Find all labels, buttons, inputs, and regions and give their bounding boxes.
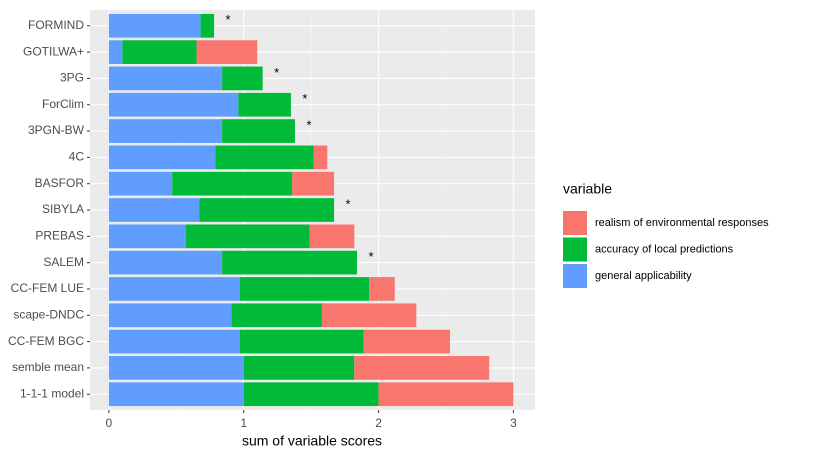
y-tick-label: ForClim bbox=[42, 97, 84, 111]
bar-segment bbox=[108, 198, 200, 222]
bar-segment bbox=[185, 224, 310, 249]
bar-segment bbox=[108, 250, 223, 275]
y-tick-label: PREBAS bbox=[35, 228, 84, 242]
annotation: * bbox=[346, 196, 351, 211]
bar-segment bbox=[108, 40, 123, 64]
bar-segment bbox=[239, 329, 364, 354]
bar-segment bbox=[222, 250, 357, 275]
bar-segment bbox=[243, 356, 355, 380]
legend-key bbox=[563, 264, 587, 288]
bar-segment bbox=[354, 356, 490, 380]
bar-segment bbox=[200, 13, 215, 38]
x-tick-label: 1 bbox=[240, 416, 247, 430]
annotation: * bbox=[226, 12, 231, 27]
bar-segment bbox=[122, 40, 197, 64]
marks bbox=[108, 13, 514, 407]
bar-segment bbox=[239, 277, 370, 301]
bar-segment bbox=[108, 66, 223, 91]
bar-segment bbox=[363, 329, 451, 354]
bar-segment bbox=[108, 277, 240, 301]
y-tick-label: SALEM bbox=[43, 255, 84, 269]
x-axis-title: sum of variable scores bbox=[242, 433, 382, 449]
legend-key bbox=[563, 237, 587, 262]
y-tick-label: SIBYLA bbox=[42, 202, 84, 216]
bar-segment bbox=[222, 66, 263, 91]
legend-title: variable bbox=[563, 181, 612, 197]
bar-segment bbox=[321, 303, 417, 328]
y-tick-label: CC-FEM LUE bbox=[11, 281, 84, 295]
y-tick-label: GOTILWA+ bbox=[23, 44, 84, 58]
bar-segment bbox=[231, 303, 322, 328]
x-tick-label: 3 bbox=[510, 416, 517, 430]
bar-segment bbox=[369, 277, 395, 301]
bar-segment bbox=[243, 382, 379, 407]
y-tick-label: scape-DNDC bbox=[13, 307, 84, 321]
bar-segment bbox=[222, 119, 295, 143]
y-tick-label: semble mean bbox=[12, 360, 84, 374]
bar-segment bbox=[108, 224, 186, 249]
bar-segment bbox=[313, 145, 328, 170]
bar-segment bbox=[309, 224, 355, 249]
y-tick-label: CC-FEM BGC bbox=[8, 334, 84, 348]
y-tick-label: BASFOR bbox=[35, 176, 85, 190]
annotation: * bbox=[302, 91, 307, 106]
bar-segment bbox=[108, 382, 244, 407]
legend-label: realism of environmental responses bbox=[595, 217, 769, 229]
legend-label: general applicability bbox=[595, 270, 692, 282]
bar-segment bbox=[215, 145, 314, 170]
y-tick-label: 3PGN-BW bbox=[28, 123, 85, 137]
bar-segment bbox=[108, 119, 223, 143]
x-tick-label: 2 bbox=[375, 416, 382, 430]
x-tick-label: 0 bbox=[106, 416, 113, 430]
bar-segment bbox=[108, 171, 173, 196]
annotation: * bbox=[368, 249, 373, 264]
bar-segment bbox=[196, 40, 258, 64]
y-tick-label: FORMIND bbox=[28, 18, 84, 32]
annotation: * bbox=[306, 117, 311, 132]
bar-segment bbox=[108, 92, 239, 117]
annotation: * bbox=[274, 65, 279, 80]
bar-segment bbox=[199, 198, 335, 222]
y-tick-label: 3PG bbox=[60, 71, 84, 85]
bar-segment bbox=[108, 13, 201, 38]
y-tick-label: 1-1-1 model bbox=[20, 386, 84, 400]
bar-segment bbox=[238, 92, 291, 117]
bar-segment bbox=[108, 329, 240, 354]
bar-segment bbox=[378, 382, 514, 407]
y-tick-label: 4C bbox=[69, 150, 85, 164]
bar-segment bbox=[172, 171, 293, 196]
bar-segment bbox=[108, 145, 216, 170]
bar-segment bbox=[292, 171, 335, 196]
legend-key bbox=[563, 211, 587, 235]
legend-label: accuracy of local predictions bbox=[595, 243, 734, 255]
bar-segment bbox=[108, 356, 244, 380]
bar-segment bbox=[108, 303, 232, 328]
